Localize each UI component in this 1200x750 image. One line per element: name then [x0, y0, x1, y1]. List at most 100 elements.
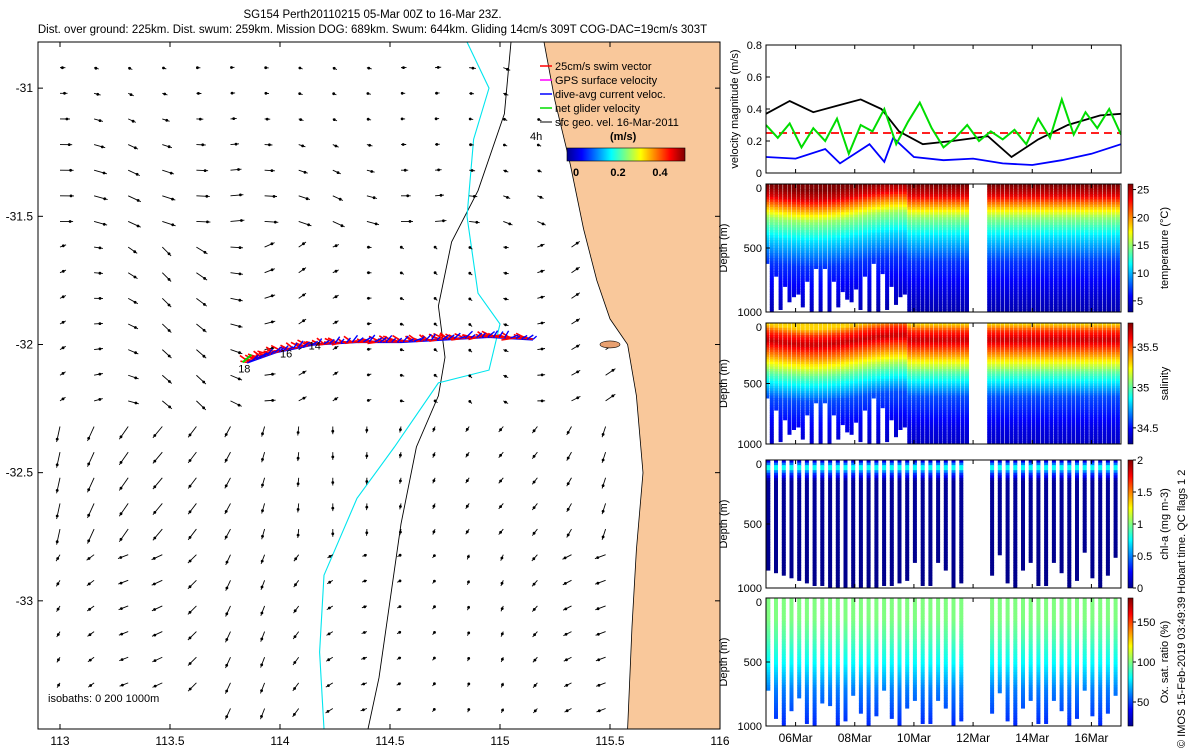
profile-cell	[1067, 286, 1072, 290]
profile-cell	[778, 204, 783, 208]
profile-cell	[1067, 196, 1072, 200]
profile-cell	[1040, 278, 1045, 282]
profile-cell	[885, 260, 890, 264]
geo-velocity-arrowhead	[508, 222, 512, 226]
profile-cell	[796, 235, 801, 239]
profile-cell	[854, 214, 859, 218]
profile-cell	[942, 184, 947, 188]
profile-cell	[898, 186, 903, 190]
profile-cell	[947, 209, 952, 213]
profile-cell	[1027, 255, 1032, 259]
geo-velocity-arrowhead	[171, 223, 175, 227]
profile-cell	[911, 263, 916, 267]
profile-cell	[880, 194, 885, 198]
profile-cell	[1053, 230, 1058, 234]
profile-cell	[774, 407, 779, 411]
geo-velocity-arrowhead	[303, 170, 307, 174]
profile-cell	[845, 199, 850, 203]
profile-cell	[902, 212, 907, 216]
profile-cell	[766, 369, 770, 372]
profile-cell	[854, 209, 859, 213]
profile-cell	[1022, 201, 1027, 205]
legend-sfc: sfc geo. vel. 16-Mar-2011	[555, 117, 679, 129]
geo-velocity-arrowhead	[88, 633, 92, 637]
profile-cell	[1093, 230, 1098, 234]
profile-cell	[1062, 278, 1067, 282]
profile-cell	[1013, 260, 1018, 264]
geo-velocity-arrowhead	[465, 453, 469, 457]
profile-cell	[925, 245, 930, 249]
geo-velocity-arrowhead	[470, 169, 474, 172]
profile-cell	[840, 268, 845, 272]
profile-cell	[876, 219, 881, 223]
profile-cell	[800, 278, 805, 282]
profile-cell	[938, 283, 943, 287]
profile-cell	[796, 227, 801, 231]
profile-cell	[796, 209, 801, 213]
profile-cell	[787, 278, 792, 282]
profile-cell	[911, 304, 916, 308]
profile-cell	[880, 253, 885, 257]
profile-cell	[1000, 271, 1005, 275]
profile-cell	[894, 204, 898, 208]
profile-cell	[769, 441, 774, 444]
profile-cell	[1107, 306, 1111, 310]
profile-cell	[1080, 191, 1085, 195]
profile-cell	[1044, 281, 1049, 285]
geo-velocity-arrowhead	[224, 433, 228, 436]
profile-cell	[818, 242, 823, 246]
profile-cell	[778, 289, 783, 293]
profile-cell	[956, 260, 961, 264]
profile-cell	[863, 212, 867, 216]
profile-cell	[774, 219, 779, 223]
geo-velocity-arrowhead	[67, 143, 71, 147]
profile-cell	[1089, 204, 1094, 208]
velocity-ytick-label: 0.4	[747, 104, 762, 116]
profile-cell	[991, 304, 996, 308]
profile-cell	[1000, 278, 1005, 282]
profile-cell	[1053, 265, 1058, 269]
geo-velocity-arrow	[298, 169, 308, 174]
profile-cell	[889, 281, 894, 285]
profile-cell	[1107, 309, 1111, 312]
profile-cell	[1031, 217, 1036, 221]
profile-cell	[1067, 219, 1072, 223]
profile-cell	[1044, 273, 1049, 277]
profile-cell	[805, 265, 810, 269]
profile-cell	[792, 388, 796, 392]
profile-cell	[774, 395, 779, 399]
profile-cell	[947, 207, 952, 211]
profile-cell	[907, 255, 912, 259]
profile-cell	[778, 378, 783, 382]
profile-cell	[898, 245, 903, 249]
profile-cell	[1031, 222, 1036, 226]
geo-velocity-arrowhead	[566, 482, 570, 485]
profile-cell	[885, 230, 890, 234]
profile-cell	[783, 258, 788, 262]
profile-cell	[996, 291, 1001, 295]
profile-cell	[947, 255, 952, 259]
profile-cell	[938, 194, 943, 198]
profile-cell	[1022, 296, 1027, 300]
profile-cell	[1005, 299, 1009, 303]
profile-cell	[1053, 260, 1058, 264]
geo-velocity-arrowhead	[504, 400, 507, 404]
profile-cell	[1084, 189, 1089, 193]
profile-cell	[929, 304, 934, 308]
profile-cell	[956, 248, 961, 252]
profile-cell	[1111, 283, 1116, 287]
profile-cell	[911, 301, 916, 305]
profile-cell	[1005, 258, 1009, 262]
profile-cell	[1027, 309, 1032, 312]
profile-cell	[1044, 263, 1049, 267]
profile-cell	[942, 209, 947, 213]
geo-velocity-arrowhead	[188, 687, 192, 691]
profile-cell	[766, 337, 770, 341]
profile-cell	[889, 230, 894, 234]
profile-cell	[889, 245, 894, 249]
profile-cell	[783, 189, 788, 193]
profile-cell	[1018, 286, 1023, 290]
profile-cell	[1058, 250, 1063, 254]
profile-cell	[1102, 235, 1107, 239]
profile-cell	[783, 356, 788, 360]
